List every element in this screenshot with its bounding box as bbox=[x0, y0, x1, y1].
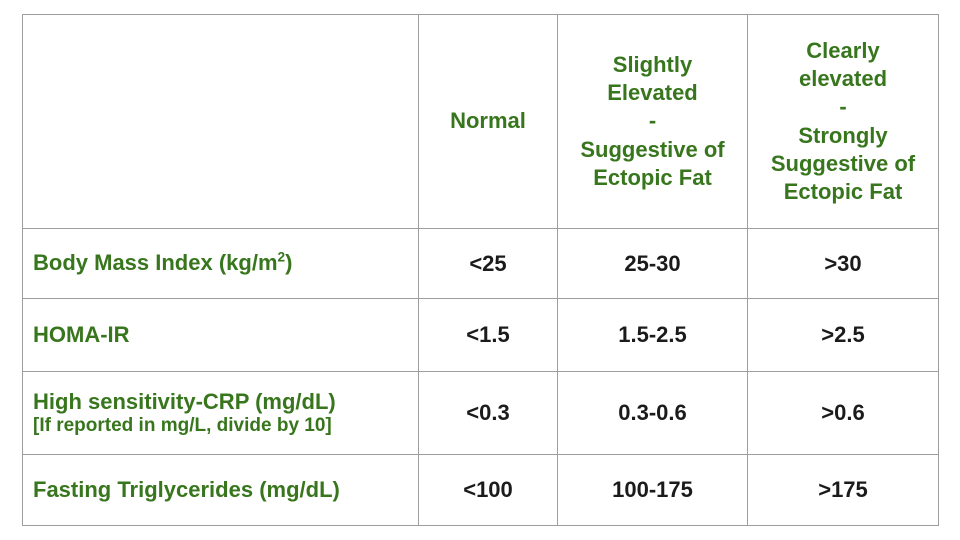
cell-homa-clearly-elevated: >2.5 bbox=[747, 298, 939, 372]
cell-crp-slightly-elevated: 0.3-0.6 bbox=[557, 371, 748, 455]
cell-bmi-clearly-elevated: >30 bbox=[747, 228, 939, 299]
cell-homa-slightly-elevated: 1.5-2.5 bbox=[557, 298, 748, 372]
row-label-hs-crp-text: High sensitivity-CRP (mg/dL) bbox=[33, 388, 336, 414]
row-label-hs-crp-note: [If reported in mg/L, divide by 10] bbox=[33, 415, 332, 437]
row-label-homa-ir: HOMA-IR bbox=[22, 298, 419, 372]
row-label-triglycerides: Fasting Triglycerides (mg/dL) bbox=[22, 454, 419, 526]
header-cell-slightly-elevated: Slightly Elevated - Suggestive of Ectopi… bbox=[557, 14, 748, 229]
metrics-table: Normal Slightly Elevated - Suggestive of… bbox=[22, 14, 939, 526]
cell-homa-normal: <1.5 bbox=[418, 298, 558, 372]
header-cell-metric bbox=[22, 14, 419, 229]
cell-trig-clearly-elevated: >175 bbox=[747, 454, 939, 526]
header-row: Normal Slightly Elevated - Suggestive of… bbox=[22, 14, 939, 229]
row-label-bmi-suffix: ) bbox=[285, 250, 293, 276]
row-label-bmi-text: Body Mass Index (kg/m bbox=[33, 250, 278, 276]
cell-bmi-normal: <25 bbox=[418, 228, 558, 299]
row-label-bmi-superscript: 2 bbox=[277, 249, 286, 265]
row-label-hs-crp: High sensitivity-CRP (mg/dL) [If reporte… bbox=[22, 371, 419, 455]
row-triglycerides: Fasting Triglycerides (mg/dL) <100 100-1… bbox=[22, 454, 939, 526]
header-cell-clearly-elevated: Clearly elevated - Strongly Suggestive o… bbox=[747, 14, 939, 229]
cell-crp-normal: <0.3 bbox=[418, 371, 558, 455]
cell-crp-clearly-elevated: >0.6 bbox=[747, 371, 939, 455]
cell-trig-normal: <100 bbox=[418, 454, 558, 526]
row-bmi: Body Mass Index (kg/m2) <25 25-30 >30 bbox=[22, 228, 939, 299]
header-cell-normal: Normal bbox=[418, 14, 558, 229]
cell-bmi-slightly-elevated: 25-30 bbox=[557, 228, 748, 299]
row-hs-crp: High sensitivity-CRP (mg/dL) [If reporte… bbox=[22, 371, 939, 455]
cell-trig-slightly-elevated: 100-175 bbox=[557, 454, 748, 526]
row-label-bmi: Body Mass Index (kg/m2) bbox=[22, 228, 419, 299]
row-homa-ir: HOMA-IR <1.5 1.5-2.5 >2.5 bbox=[22, 298, 939, 372]
